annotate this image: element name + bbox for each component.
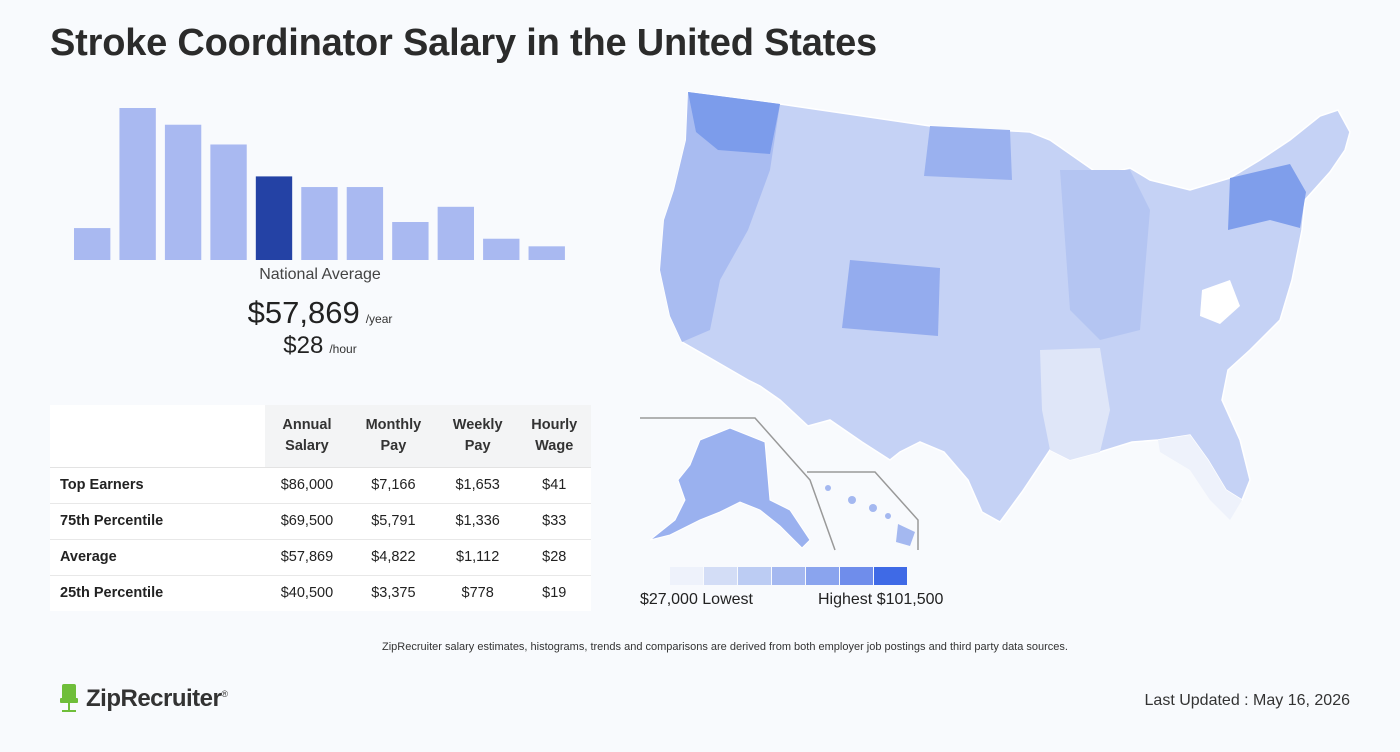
header-weekly: Weekly Pay [437,405,518,468]
cell-monthly: $5,791 [348,503,438,540]
cell-weekly: $1,653 [437,467,518,504]
map-hawaii-inset-border [807,471,919,550]
page-title: Stroke Coordinator Salary in the United … [50,22,877,64]
map-colorado [842,260,940,336]
cell-hourly: $28 [517,539,591,576]
legend-swatch [738,567,771,585]
map-alaska-inset-border [640,417,836,551]
map-hawaii-island [885,513,891,519]
chair-icon [60,684,78,712]
ziprecruiter-logo[interactable]: ZipRecruiter® [58,682,228,716]
annual-average-value: $57,869 [247,295,360,330]
map-alaska [649,427,811,549]
map-hawaii [825,485,915,546]
histogram-bar [119,108,156,260]
histogram-bar [483,238,520,260]
map-midwest [1060,170,1150,340]
pay-table-header: Annual Salary Monthly Pay Weekly Pay Hourly… [50,405,591,468]
histogram-bar [301,187,338,260]
national-average-label: National Average [259,266,381,283]
cell-monthly: $4,822 [348,539,438,576]
cell-monthly: $3,375 [371,585,416,602]
map-new-york [1228,164,1306,230]
annual-average: $57,869/year [70,295,570,331]
cell-weekly: $1,336 [437,503,518,540]
histogram-bar [74,228,111,260]
cell-annual: $57,869 [265,539,349,576]
legend-swatch [704,567,737,585]
map-hawaii-island [869,504,877,512]
header-monthly: Monthly Pay [348,405,438,468]
legend-high-label: Highest $101,500 [818,591,944,608]
table-row: Average $57,869 $4,822 $1,112 $28 [50,539,591,576]
row-label: Top Earners [50,467,265,504]
table-row: Top Earners $86,000 $7,166 $1,653 $41 [50,467,591,504]
cell-monthly: $7,166 [348,467,438,504]
legend-swatch [772,567,805,585]
map-hawaii-island [848,496,856,504]
legend-swatch [840,567,873,585]
map-legend [670,567,908,585]
cell-hourly: $19 [542,585,567,602]
map-south-region [1040,348,1110,460]
legend-low-label: $27,000 Lowest [640,591,753,608]
header-annual: Annual Salary [265,405,349,468]
last-updated: Last Updated : May 16, 2026 [1144,692,1350,709]
histogram-bar [437,206,474,260]
table-row: 25th Percentile $40,500 $3,375 $778 $19 [50,575,591,611]
map-north-dakota [924,126,1012,180]
annual-unit: /year [365,312,393,326]
histogram-bar [164,124,202,260]
map-west-virginia [1200,280,1240,324]
row-label: 25th Percentile [60,585,164,602]
cell-annual: $40,500 [280,585,334,602]
legend-swatch [670,567,703,585]
hourly-unit: /hour [329,342,357,356]
map-washington [688,92,780,154]
map-hawaii-big-island [896,524,915,546]
cell-weekly: $1,112 [437,539,518,576]
histogram-bar [255,176,293,260]
histogram-bar [528,246,565,260]
us-salary-map [640,91,1351,551]
logo-text: ZipRecruiter® [86,685,228,712]
row-label: 75th Percentile [50,503,265,540]
map-west-region [660,92,780,342]
header-blank [50,405,265,468]
header-hourly: Hourly Wage [517,405,591,468]
hourly-average-value: $28 [283,332,324,359]
salary-histogram [74,108,565,260]
legend-swatch [874,567,907,585]
map-hawaii-island [825,485,831,491]
row-label: Average [50,539,265,576]
histogram-bar [392,222,429,260]
legend-swatch [806,567,839,585]
cell-annual: $69,500 [265,503,349,540]
histogram-bar [346,187,384,260]
disclaimer: ZipRecruiter salary estimates, histogram… [382,641,1068,653]
cell-hourly: $33 [517,503,591,540]
pay-table: Annual Salary Monthly Pay Weekly Pay Hourly… [50,405,591,611]
cell-annual: $86,000 [265,467,349,504]
cell-hourly: $41 [517,467,591,504]
hourly-average: $28/hour [70,332,570,360]
table-row: 75th Percentile $69,500 $5,791 $1,336 $3… [50,503,591,540]
cell-weekly: $778 [461,585,494,602]
histogram-bar [210,144,247,260]
map-florida [1158,435,1242,520]
